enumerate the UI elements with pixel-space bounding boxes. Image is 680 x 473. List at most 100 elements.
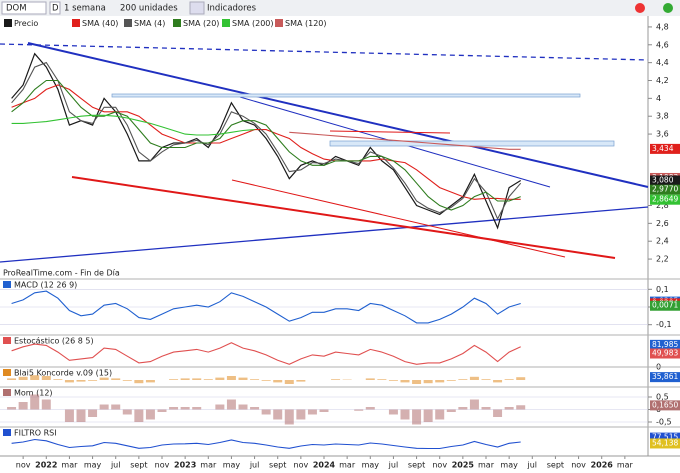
indicator-bar — [30, 375, 40, 380]
last-value-tag — [650, 400, 680, 411]
indicator-bar — [215, 404, 225, 410]
indicator-bar — [365, 378, 375, 380]
indicator-bar — [215, 377, 225, 380]
x-tick-label: nov — [294, 461, 309, 470]
indicator-bar — [41, 376, 51, 380]
indicator-bar — [76, 380, 86, 382]
panel-icon — [3, 429, 11, 436]
indicator-bar — [400, 409, 410, 420]
zone — [111, 93, 581, 98]
legend-swatch — [4, 19, 12, 27]
indicator-bar — [134, 380, 144, 384]
indicator-icon[interactable] — [189, 1, 205, 15]
legend-entry: SMA (200) — [232, 19, 274, 28]
last-value-label: 3,080 — [652, 176, 674, 185]
last-value-tag — [650, 339, 680, 350]
indicator-bar — [203, 379, 213, 380]
indicator-bar — [18, 376, 28, 380]
y-tick-label: 2,4 — [656, 237, 669, 246]
symbol-box[interactable] — [1, 1, 47, 15]
indicators[interactable]: Indicadores — [207, 4, 257, 14]
x-tick-label: 2025 — [452, 461, 475, 470]
indicator-bar — [261, 380, 271, 381]
indicator-bar — [157, 409, 167, 412]
x-tick-label: may — [84, 461, 102, 470]
x-tick-label: mar — [339, 461, 356, 470]
indicator-bar — [226, 376, 236, 380]
panel-title: Mom (12) — [14, 389, 53, 398]
x-tick-label: jul — [388, 461, 399, 470]
panel-icon — [3, 369, 11, 376]
indicator-bar — [412, 409, 422, 425]
indicator-bar — [64, 380, 74, 383]
last-value-label: 2,8649 — [652, 195, 678, 204]
last-value-tag — [650, 194, 680, 205]
last-value-label: 0,1650 — [652, 400, 678, 409]
panel-icon — [3, 281, 11, 288]
indicator-bar — [99, 377, 109, 380]
legend-swatch — [72, 19, 80, 27]
x-tick-label: may — [500, 461, 518, 470]
last-value-label: 2,9770 — [652, 185, 678, 194]
trend-line — [0, 43, 649, 61]
legend-swatch — [222, 19, 230, 27]
indicator-bar — [169, 407, 179, 410]
mode-box[interactable] — [49, 1, 61, 15]
panel-icon — [3, 389, 11, 396]
legend-swatch — [173, 19, 181, 27]
indicator-bar — [516, 405, 526, 410]
last-value-tag — [650, 372, 680, 383]
indicator-bar — [319, 409, 329, 412]
alert-icon[interactable] — [635, 3, 645, 13]
mode[interactable]: D — [52, 4, 59, 14]
indicator-bar — [284, 409, 294, 425]
price-line — [11, 84, 521, 200]
indicator-bar — [111, 378, 121, 380]
indicator-bar — [64, 409, 74, 422]
x-tick-label: mar — [617, 461, 634, 470]
x-tick-label: sept — [547, 461, 564, 470]
indicator-bar — [423, 380, 433, 384]
indicator-bar — [169, 379, 179, 380]
y-tick-label: 3,6 — [656, 130, 669, 139]
indicator-bar — [469, 376, 479, 380]
last-value-tag — [650, 300, 680, 311]
x-tick-label: sept — [408, 461, 425, 470]
x-tick-label: nov — [432, 461, 447, 470]
x-tick-label: mar — [200, 461, 217, 470]
period[interactable]: 1 semana — [64, 4, 106, 14]
indicator-bar — [296, 380, 306, 382]
indicator-bar — [145, 380, 155, 383]
y-tick-label: 0,1 — [656, 285, 669, 294]
legend-swatch — [124, 19, 132, 27]
status-icon[interactable] — [663, 3, 673, 13]
zone — [329, 140, 615, 147]
indicator-bar — [99, 404, 109, 410]
y-tick-label: 4,2 — [656, 76, 669, 85]
x-tick-label: jul — [110, 461, 121, 470]
indicator-bar — [18, 402, 28, 410]
indicator-bar — [412, 380, 422, 384]
symbol[interactable]: DOM — [6, 4, 27, 14]
indicator-bar — [446, 380, 456, 381]
indicator-bar — [458, 407, 468, 410]
indicator-bar — [226, 399, 236, 410]
x-tick-label: mar — [61, 461, 78, 470]
panel-title: Blai5 Koncorde v.09 (15) — [14, 369, 112, 378]
last-value-tag — [650, 348, 680, 359]
price-line — [11, 114, 255, 136]
indicator-bar — [88, 380, 98, 381]
panel-icon — [3, 337, 11, 344]
indicator-line — [11, 290, 521, 324]
last-value-label: 54,138 — [652, 438, 678, 447]
legend-entry: Precio — [14, 19, 38, 28]
last-value-tag — [650, 175, 680, 186]
units[interactable]: 200 unidades — [120, 4, 178, 14]
indicator-bar — [388, 409, 398, 415]
indicator-bar — [273, 380, 283, 383]
x-tick-label: 2024 — [313, 461, 336, 470]
indicator-bar — [284, 380, 294, 384]
trend-line — [0, 206, 649, 263]
last-value-label: 77,515 — [652, 433, 678, 442]
indicator-bar — [446, 409, 456, 412]
